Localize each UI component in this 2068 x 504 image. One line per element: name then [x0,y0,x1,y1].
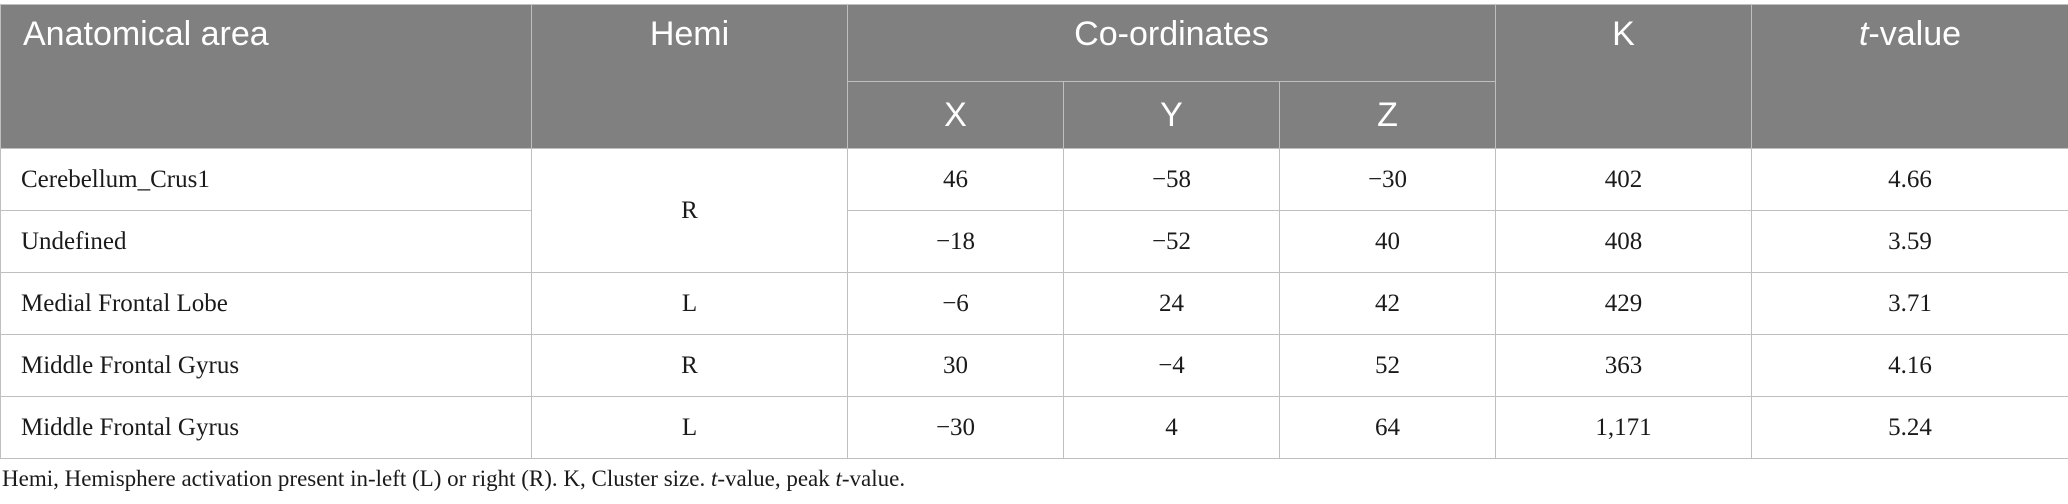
cell-y: −4 [1063,334,1280,397]
cell-k: 402 [1495,148,1752,211]
table-body: Cerebellum_Crus1 R 46 −58 −30 402 4.66 U… [0,148,2068,459]
cell-z: 52 [1279,334,1496,397]
table-footnote: Hemi, Hemisphere activation present in-l… [2,466,905,492]
cell-y: −58 [1063,148,1280,211]
table-row: Undefined −18 −52 40 408 3.59 [0,210,2068,273]
cell-area: Medial Frontal Lobe [0,272,532,335]
results-table-container: Anatomical area Hemi Co-ordinates K t-va… [0,4,2068,459]
cell-hemi: L [531,396,848,459]
cell-z: 40 [1279,210,1496,273]
cell-x: 46 [847,148,1064,211]
cell-t: 3.71 [1751,272,2068,335]
footnote-part-3: -value. [841,466,906,491]
cell-area: Middle Frontal Gyrus [0,396,532,459]
cell-hemi: R [531,334,848,397]
header-row-1: Anatomical area Hemi Co-ordinates K t-va… [0,4,2068,149]
header-coordinates: Co-ordinates [847,4,1496,82]
cell-x: −6 [847,272,1064,335]
cell-x: −18 [847,210,1064,273]
header-row-2: X Y Z [1,81,2068,149]
cell-t: 4.16 [1751,334,2068,397]
cell-hemi: R [531,148,848,273]
cell-area: Cerebellum_Crus1 [0,148,532,211]
table-header: Anatomical area Hemi Co-ordinates K t-va… [0,4,2068,149]
table-row: Middle Frontal Gyrus L −30 4 64 1,171 5.… [0,396,2068,459]
cell-k: 1,171 [1495,396,1752,459]
cell-y: 24 [1063,272,1280,335]
header-t-italic: t [1858,15,1869,53]
cell-t: 3.59 [1751,210,2068,273]
cell-t: 5.24 [1751,396,2068,459]
cell-k: 408 [1495,210,1752,273]
footnote-t-italic-1: t [710,466,718,491]
cell-hemi: L [531,272,848,335]
footnote-part-1: Hemi, Hemisphere activation present in-l… [2,466,711,491]
table-row: Cerebellum_Crus1 R 46 −58 −30 402 4.66 [0,148,2068,273]
cell-k: 429 [1495,272,1752,335]
cell-y: −52 [1063,210,1280,273]
header-z: Z [1279,81,1496,149]
cell-x: 30 [847,334,1064,397]
cell-x: −30 [847,396,1064,459]
footnote-t-italic-2: t [835,466,842,491]
cell-z: −30 [1279,148,1496,211]
results-table: Anatomical area Hemi Co-ordinates K t-va… [0,4,2068,459]
footnote-part-2: -value, peak [717,466,836,491]
header-x: X [847,81,1064,149]
cell-k: 363 [1495,334,1752,397]
header-hemi: Hemi [531,4,848,149]
cell-t: 4.66 [1751,148,2068,211]
header-anatomical-area: Anatomical area [0,4,532,149]
table-row: Middle Frontal Gyrus R 30 −4 52 363 4.16 [0,334,2068,397]
cell-area: Middle Frontal Gyrus [0,334,532,397]
header-k: K [1495,4,1752,149]
cell-z: 42 [1279,272,1496,335]
cell-y: 4 [1063,396,1280,459]
header-y: Y [1063,81,1280,149]
header-t-suffix: -value [1868,15,1962,53]
table-row: Medial Frontal Lobe L −6 24 42 429 3.71 [0,272,2068,335]
header-t-value: t-value [1751,4,2068,149]
cell-z: 64 [1279,396,1496,459]
cell-area: Undefined [0,210,532,273]
